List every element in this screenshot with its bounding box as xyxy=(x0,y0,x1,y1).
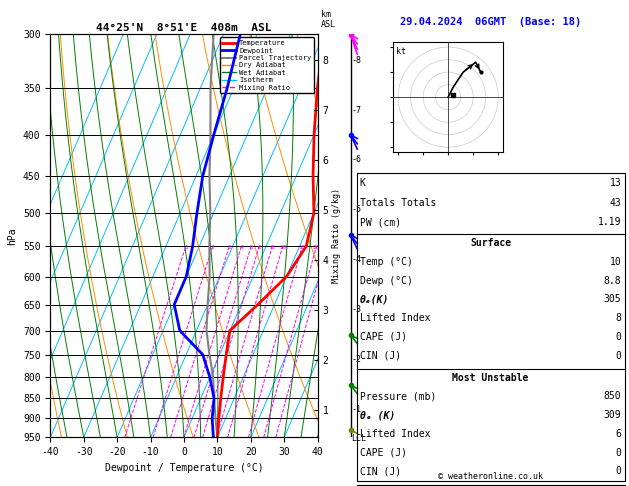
Text: © weatheronline.co.uk: © weatheronline.co.uk xyxy=(438,472,543,481)
Text: 1.19: 1.19 xyxy=(598,217,621,227)
Text: 8: 8 xyxy=(270,244,274,250)
Text: km
ASL: km ASL xyxy=(321,10,336,29)
Text: 3: 3 xyxy=(228,244,231,250)
Text: K: K xyxy=(360,178,365,189)
Text: -5: -5 xyxy=(351,206,361,214)
Text: Most Unstable: Most Unstable xyxy=(452,373,529,383)
Text: -3: -3 xyxy=(351,306,361,314)
Text: Lifted Index: Lifted Index xyxy=(360,429,430,439)
Text: 850: 850 xyxy=(604,392,621,401)
Text: 0: 0 xyxy=(616,350,621,361)
Text: 43: 43 xyxy=(610,198,621,208)
Text: -8: -8 xyxy=(351,55,361,65)
Text: -2: -2 xyxy=(351,355,361,364)
Text: Surface: Surface xyxy=(470,238,511,248)
Text: LCL: LCL xyxy=(351,434,366,443)
Text: 5: 5 xyxy=(249,244,253,250)
Text: 2: 2 xyxy=(211,244,214,250)
Text: -4: -4 xyxy=(351,256,361,264)
Text: Dewp (°C): Dewp (°C) xyxy=(360,276,413,286)
Text: 8: 8 xyxy=(616,313,621,323)
Legend: Temperature, Dewpoint, Parcel Trajectory, Dry Adiabat, Wet Adiabat, Isotherm, Mi: Temperature, Dewpoint, Parcel Trajectory… xyxy=(220,37,314,93)
Text: Lifted Index: Lifted Index xyxy=(360,313,430,323)
Text: CIN (J): CIN (J) xyxy=(360,467,401,476)
Text: 0: 0 xyxy=(616,467,621,476)
Text: θₑ(K): θₑ(K) xyxy=(360,295,389,304)
Y-axis label: hPa: hPa xyxy=(8,227,18,244)
Text: 305: 305 xyxy=(604,295,621,304)
Text: 8.8: 8.8 xyxy=(604,276,621,286)
Text: Totals Totals: Totals Totals xyxy=(360,198,436,208)
Title: 44°25'N  8°51'E  408m  ASL: 44°25'N 8°51'E 408m ASL xyxy=(96,23,272,33)
Text: 29.04.2024  06GMT  (Base: 18): 29.04.2024 06GMT (Base: 18) xyxy=(400,17,581,27)
Text: PW (cm): PW (cm) xyxy=(360,217,401,227)
Text: -7: -7 xyxy=(351,105,361,115)
Text: -6: -6 xyxy=(351,156,361,164)
Text: 13: 13 xyxy=(610,178,621,189)
Text: 0: 0 xyxy=(616,448,621,458)
Text: 20: 20 xyxy=(313,244,320,250)
Text: CAPE (J): CAPE (J) xyxy=(360,332,407,342)
Text: 25: 25 xyxy=(324,244,331,250)
Text: Pressure (mb): Pressure (mb) xyxy=(360,392,436,401)
Text: CAPE (J): CAPE (J) xyxy=(360,448,407,458)
Text: 309: 309 xyxy=(604,410,621,420)
X-axis label: Dewpoint / Temperature (°C): Dewpoint / Temperature (°C) xyxy=(104,463,264,473)
Text: 6: 6 xyxy=(616,429,621,439)
Text: 6: 6 xyxy=(257,244,261,250)
Text: 10: 10 xyxy=(610,257,621,267)
Text: θₑ (K): θₑ (K) xyxy=(360,410,395,420)
Text: 15: 15 xyxy=(299,244,306,250)
Text: 1: 1 xyxy=(184,244,187,250)
Text: CIN (J): CIN (J) xyxy=(360,350,401,361)
Text: 4: 4 xyxy=(240,244,243,250)
Text: Mixing Ratio (g/kg): Mixing Ratio (g/kg) xyxy=(332,188,341,283)
Text: -1: -1 xyxy=(351,405,361,415)
Text: 10: 10 xyxy=(279,244,287,250)
Text: Temp (°C): Temp (°C) xyxy=(360,257,413,267)
Text: 0: 0 xyxy=(616,332,621,342)
Text: kt: kt xyxy=(396,47,406,56)
